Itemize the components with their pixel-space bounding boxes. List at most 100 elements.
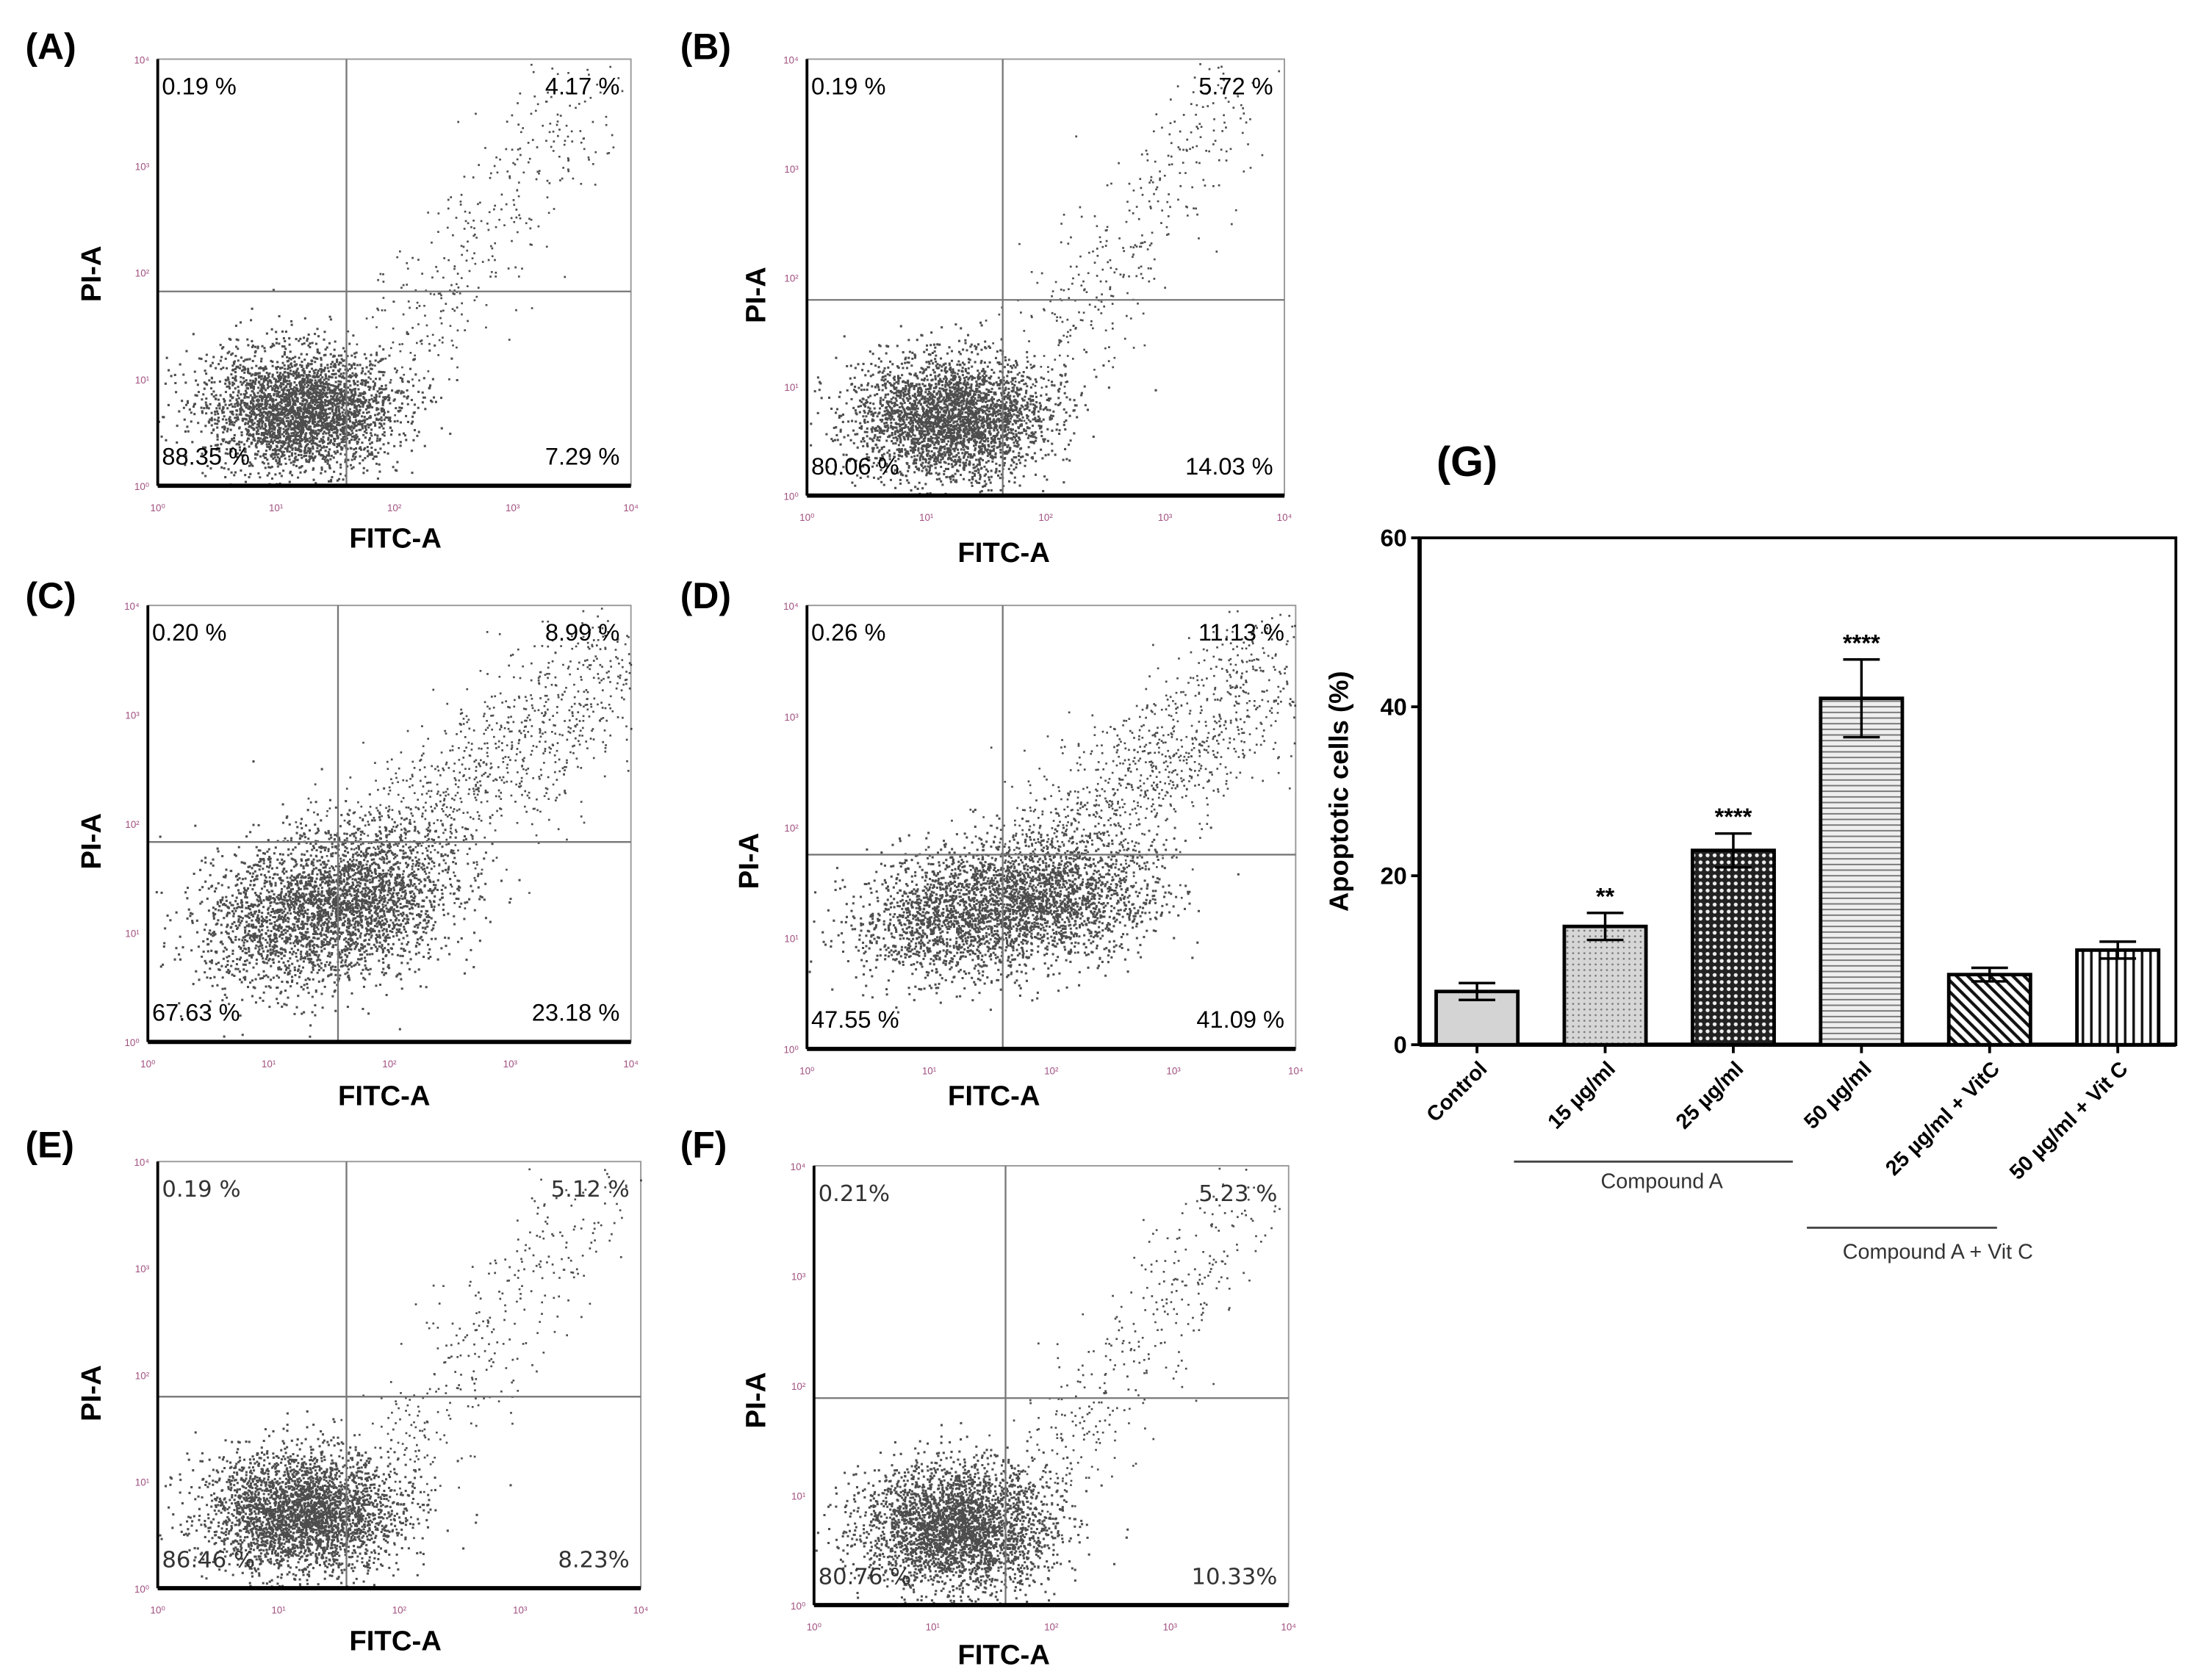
y-tick-label: 10¹ — [784, 934, 799, 945]
quadrant-ll-percent: 80.06 % — [811, 453, 899, 480]
y-tick-label: 10⁰ — [783, 1045, 798, 1056]
y-tick-label: 10² — [784, 823, 799, 834]
significance-label: **** — [1715, 804, 1752, 830]
x-tick-label: 10² — [1044, 1622, 1059, 1633]
y-tick-label: 0 — [1394, 1032, 1407, 1059]
y-axis-label: Apoptotic cells (%) — [1323, 671, 1353, 912]
x-tick-label: 10⁰ — [799, 1065, 814, 1076]
quadrant-lr-percent: 14.03 % — [1185, 453, 1273, 480]
y-tick-label: 10⁴ — [783, 601, 799, 612]
panel-letter: (D) — [680, 574, 731, 617]
event-dots — [815, 1167, 1281, 1607]
error-bar — [1843, 658, 1880, 739]
y-tick-label: 10¹ — [784, 382, 799, 393]
error-bar — [1459, 981, 1496, 1001]
x-tick-label: 10⁴ — [633, 1605, 649, 1616]
y-tick-label: 60 — [1381, 525, 1407, 552]
error-bar — [1586, 912, 1624, 942]
x-tick-label: 10⁴ — [1277, 512, 1292, 523]
y-tick-label: 10³ — [784, 164, 799, 175]
y-tick-label: 20 — [1381, 863, 1407, 890]
x-tick-label: 15 µg/ml — [1543, 1057, 1619, 1133]
x-tick-label: 10² — [1038, 512, 1053, 523]
y-tick-label: 10² — [125, 819, 140, 830]
y-tick-label: 40 — [1381, 694, 1407, 721]
x-axis-label: FITC-A — [349, 1626, 442, 1657]
x-tick-label: 50 µg/ml — [1799, 1057, 1876, 1133]
x-tick-label: 50 µg/ml + Vit C — [2005, 1057, 2133, 1185]
quadrant-lr-percent: 41.09 % — [1196, 1006, 1285, 1034]
event-dots — [155, 608, 633, 1038]
plot-frame — [157, 1161, 642, 1589]
x-tick-label: 10⁴ — [1281, 1622, 1296, 1633]
x-tick-label: 10⁰ — [799, 512, 814, 523]
x-tick-label: 10² — [382, 1059, 397, 1070]
event-dots — [159, 1168, 642, 1590]
event-dots — [810, 63, 1281, 497]
x-tick-label: 10³ — [1163, 1622, 1178, 1633]
bar — [1819, 696, 1905, 1047]
y-tick-label: 10³ — [135, 1263, 150, 1275]
panel-letter: (F) — [680, 1123, 727, 1167]
x-tick-label: 25 µg/ml — [1672, 1057, 1748, 1133]
x-tick-label: 10⁰ — [151, 1605, 165, 1616]
significance-label: ** — [1596, 883, 1615, 909]
error-bar — [2099, 940, 2137, 960]
x-tick-label: 10⁰ — [140, 1059, 155, 1070]
y-tick-label: 10² — [791, 1381, 806, 1392]
y-axis-label: PI-A — [76, 1365, 108, 1421]
event-dots — [157, 63, 624, 488]
quadrant-lr-percent: 8.23% — [558, 1546, 630, 1573]
quadrant-ul-percent: 0.19 % — [162, 73, 237, 101]
y-tick-label: 10³ — [791, 1271, 806, 1282]
y-axis-label: PI-A — [741, 267, 773, 323]
bar — [1690, 848, 1776, 1047]
y-tick-label: 10² — [135, 268, 150, 279]
x-tick-label: 10² — [1044, 1065, 1059, 1076]
bar — [1562, 924, 1648, 1047]
quadrant-ur-percent: 11.13 % — [1198, 619, 1285, 646]
x-axis-label: FITC-A — [947, 1081, 1040, 1113]
y-tick-label: 10¹ — [791, 1490, 806, 1501]
y-axis-label: PI-A — [734, 832, 766, 890]
panel-letter: (E) — [25, 1123, 74, 1167]
y-tick-label: 10⁰ — [124, 1037, 139, 1048]
x-axis-label: FITC-A — [349, 524, 442, 555]
quadrant-ul-percent: 0.19 % — [162, 1175, 241, 1203]
bar — [2075, 948, 2161, 1047]
x-axis-label: FITC-A — [957, 538, 1050, 569]
x-tick-label: 10⁴ — [623, 502, 639, 513]
y-tick-label: 10³ — [135, 161, 150, 172]
x-tick-label: Control — [1422, 1057, 1492, 1127]
y-tick-label: 10² — [784, 273, 799, 284]
quadrant-ur-percent: 5.72 % — [1198, 73, 1273, 101]
y-tick-label: 10⁴ — [134, 54, 149, 65]
y-tick-label: 10¹ — [135, 1477, 150, 1488]
plot-frame — [1418, 536, 2178, 1047]
x-tick-label: 10³ — [513, 1605, 528, 1616]
quadrant-ul-percent: 0.19 % — [811, 73, 886, 101]
quadrant-ll-percent: 67.63 % — [152, 999, 240, 1027]
x-tick-label: 10⁴ — [1288, 1065, 1304, 1076]
x-tick-label: 10⁰ — [807, 1622, 821, 1633]
quadrant-ll-percent: 86.46 % — [162, 1546, 256, 1573]
panel-letter: (C) — [25, 574, 76, 617]
x-tick-label: 10² — [392, 1605, 407, 1616]
plot-frame — [147, 605, 632, 1043]
x-axis-label: FITC-A — [338, 1081, 431, 1113]
x-tick-label: 10⁰ — [151, 502, 165, 513]
y-tick-label: 10⁴ — [791, 1161, 806, 1172]
y-tick-label: 10⁰ — [791, 1601, 805, 1612]
quadrant-ur-percent: 5.12 % — [550, 1175, 630, 1203]
quadrant-lr-percent: 23.18 % — [531, 999, 620, 1027]
quadrant-lr-percent: 7.29 % — [544, 443, 620, 471]
quadrant-ul-percent: 0.21% — [818, 1180, 891, 1207]
y-tick-label: 10³ — [784, 712, 799, 723]
significance-label: **** — [1843, 630, 1880, 656]
quadrant-ll-percent: 47.55 % — [811, 1006, 899, 1034]
error-bar — [1715, 832, 1752, 869]
x-tick-label: 10¹ — [271, 1605, 286, 1616]
